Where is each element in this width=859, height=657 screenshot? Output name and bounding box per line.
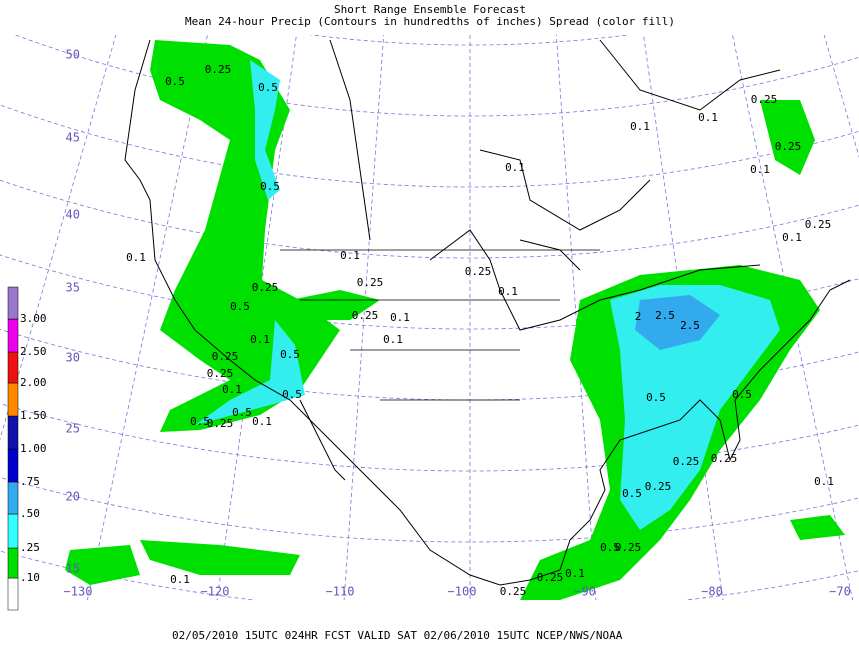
colorbar-swatch (7, 547, 19, 579)
longitude-label: −100 (448, 585, 477, 599)
contour-label: 0.1 (390, 311, 410, 324)
contour-label: 0.5 (232, 406, 252, 419)
labels: 50 45 40 35 30 25 20 15 −130 −120 −110 −100 −90 −80 −7… (64, 48, 851, 599)
colorbar-label: .25 (20, 541, 40, 554)
contour-label: 0.25 (751, 93, 778, 106)
meridian (823, 35, 859, 159)
contour-label: 0.25 (252, 281, 279, 294)
longitude-label: −120 (201, 585, 230, 599)
contour-label: 0.1 (250, 333, 270, 346)
contour-label: 0.5 (282, 388, 302, 401)
contour-label: 0.5 (646, 391, 666, 404)
colorbar: .10 .25 .50 .75 1.00 1.50 2.00 2.50 3.00 (7, 286, 47, 611)
colorbar-swatch (7, 351, 19, 384)
colorbar-label: 1.00 (20, 442, 47, 455)
precip-fill (65, 40, 845, 600)
latitude-label: 35 (66, 281, 80, 295)
contour-label: 0.1 (565, 567, 585, 580)
contour-label: 0.25 (207, 367, 234, 380)
contour-label: 0.1 (252, 415, 272, 428)
longitude-label: −90 (574, 585, 596, 599)
contour-label: 0.5 (600, 541, 620, 554)
colorbar-swatch (7, 415, 19, 450)
title: Short Range Ensemble Forecast (334, 3, 526, 16)
contour-label: 0.1 (505, 161, 525, 174)
contour-label: 0.1 (698, 111, 718, 124)
contour-label: 0.25 (465, 265, 492, 278)
contour-label: 2.5 (655, 309, 675, 322)
latitude-label: 25 (66, 422, 80, 436)
contour-label: 0.1 (814, 475, 834, 488)
contour-label: 0.1 (170, 573, 190, 586)
contour-label: 0.1 (383, 333, 403, 346)
contour-label: 0.25 (500, 585, 527, 598)
subtitle: Mean 24-hour Precip (Contours in hundred… (185, 15, 675, 28)
contour-label: 0.1 (630, 120, 650, 133)
contour-label: 0.5 (732, 388, 752, 401)
contour-label: 0.25 (212, 350, 239, 363)
contour-label: 0.25 (615, 541, 642, 554)
colorbar-swatch (7, 448, 19, 483)
colorbar-label: .75 (20, 475, 40, 488)
colorbar-swatch (7, 481, 19, 515)
contour-label: 0.25 (645, 480, 672, 493)
colorbar-swatch (7, 286, 19, 320)
colorbar-label: 3.00 (20, 312, 47, 325)
contour-label: 0.25 (805, 218, 832, 231)
contour-label: 0.5 (622, 487, 642, 500)
colorbar-swatch (7, 577, 19, 611)
contour-label: 0.25 (537, 571, 564, 584)
meridian (0, 35, 117, 441)
colorbar-swatch (7, 382, 19, 417)
contour-label: 0.25 (205, 63, 232, 76)
latitude-label: 15 (66, 562, 80, 576)
latitude-label: 50 (66, 48, 80, 62)
longitude-label: −110 (326, 585, 355, 599)
contour-label: 0.1 (498, 285, 518, 298)
colorbar-swatch (7, 318, 19, 353)
contour-label: 0.25 (673, 455, 700, 468)
latitude-label: 30 (66, 351, 80, 365)
contour-label: 0.25 (711, 452, 738, 465)
colorbar-label: 1.50 (20, 409, 47, 422)
colorbar-swatch (7, 513, 19, 549)
contour-label: 0.5 (280, 348, 300, 361)
contour-label: 2 (635, 310, 642, 323)
colorbar-label: 2.50 (20, 345, 47, 358)
longitude-label: −80 (701, 585, 723, 599)
contour-label: 0.1 (126, 251, 146, 264)
contour-label: 0.1 (782, 231, 802, 244)
longitude-label: −130 (64, 585, 93, 599)
contour-label: 0.25 (357, 276, 384, 289)
contour-label: 0.5 (258, 81, 278, 94)
contour-label: 0.25 (352, 309, 379, 322)
contour-label: 0.5 (230, 300, 250, 313)
contour-label: 0.5 (165, 75, 185, 88)
contour-label: 0.5 (190, 415, 210, 428)
contour-label: 0.1 (222, 383, 242, 396)
contour-label: 0.1 (340, 249, 360, 262)
contour-label: 0.1 (750, 163, 770, 176)
contour-label: 0.25 (775, 140, 802, 153)
meridian (343, 35, 385, 600)
longitude-label: −70 (829, 585, 851, 599)
footer: 02/05/2010 15UTC 024HR FCST VALID SAT 02… (172, 629, 623, 642)
contour-label: 2.5 (680, 319, 700, 332)
latitude-label: 40 (66, 208, 80, 222)
colorbar-label: .50 (20, 507, 40, 520)
latitude-label: 45 (66, 131, 80, 145)
latitude-label: 20 (66, 490, 80, 504)
colorbar-label: .10 (20, 571, 40, 584)
contour-label: 0.5 (260, 180, 280, 193)
contour-label: 0.25 (207, 417, 234, 430)
coastlines (124, 39, 851, 586)
colorbar-label: 2.00 (20, 376, 47, 389)
